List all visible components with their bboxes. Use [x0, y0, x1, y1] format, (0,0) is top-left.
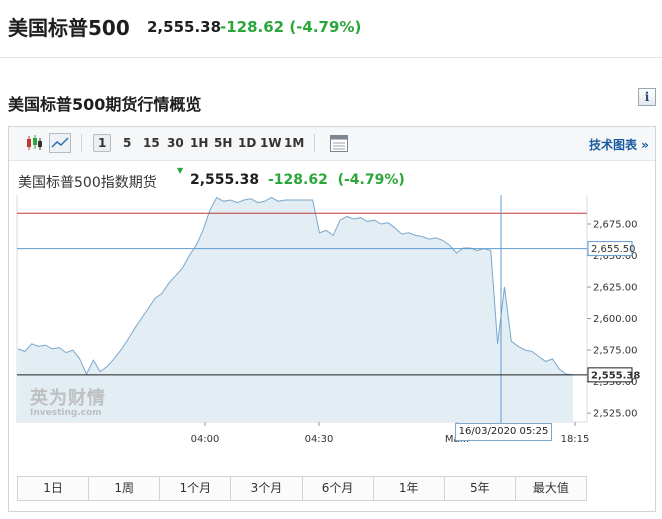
crosshair-time-label: 16/03/2020 05:25 — [455, 423, 552, 441]
range-3m[interactable]: 3个月 — [231, 477, 303, 500]
y-tick-label: 2,625.00 — [593, 283, 638, 294]
candlestick-icon[interactable] — [25, 133, 43, 153]
interval-1d[interactable]: 1D — [238, 136, 257, 150]
interval-5[interactable]: 5 — [123, 136, 132, 150]
investing-logo: 英为财情 Investing.com — [30, 384, 106, 418]
calendar-icon[interactable] — [329, 133, 349, 153]
toolbar-divider — [314, 134, 315, 152]
legend-change: -128.62 (-4.79%) — [268, 172, 405, 188]
info-icon[interactable]: i — [638, 88, 656, 106]
quote-header: 美国标普500 2,555.38 -128.62 (-4.79%) — [0, 0, 662, 58]
line-chart-icon[interactable] — [49, 133, 71, 153]
x-tick-label: 18:15 — [561, 434, 590, 445]
y-tick-label: 2,650.00 — [593, 251, 638, 262]
price-area — [18, 197, 573, 422]
range-1y[interactable]: 1年 — [373, 477, 445, 500]
range-6m[interactable]: 6个月 — [302, 477, 374, 500]
chart-toolbar: 1 5 15 30 1H 5H 1D 1W 1M 技术图表 » — [9, 127, 655, 161]
down-arrow-icon: ▼ — [177, 166, 184, 175]
range-1m[interactable]: 1个月 — [160, 477, 232, 500]
last-price-label: 2,555.38 — [591, 370, 640, 381]
instrument-title: 美国标普500 — [8, 16, 130, 40]
y-tick-label: 2,675.00 — [593, 220, 638, 231]
section-title: 美国标普500期货行情概览 — [8, 95, 202, 114]
price-line — [17, 196, 574, 376]
crosshair-price-label: 2,655.50 — [591, 244, 636, 255]
y-tick-label: 2,600.00 — [593, 314, 638, 325]
logo-text-cn: 英为财情 — [30, 388, 106, 409]
interval-1[interactable]: 1 — [93, 134, 112, 152]
last-price: 2,555.38 — [147, 18, 222, 36]
technical-chart-link[interactable]: 技术图表 » — [589, 138, 649, 152]
range-selector: 1日 1周 1个月 3个月 6个月 1年 5年 最大值 — [17, 476, 587, 501]
interval-1h[interactable]: 1H — [190, 136, 209, 150]
chart-panel: 1 5 15 30 1H 5H 1D 1W 1M 技术图表 » — [8, 126, 656, 512]
price-change: -128.62 (-4.79%) — [220, 18, 362, 36]
interval-30[interactable]: 30 — [167, 136, 184, 150]
y-tick-label: 2,525.00 — [593, 409, 638, 420]
last-price-flag — [587, 367, 633, 383]
interval-5h[interactable]: 5H — [214, 136, 233, 150]
interval-1w[interactable]: 1W — [260, 136, 282, 150]
toolbar-divider — [81, 134, 82, 152]
legend-instrument-name: 美国标普500指数期货 — [18, 175, 157, 191]
interval-15[interactable]: 15 — [143, 136, 160, 150]
y-tick-label: 2,550.00 — [593, 377, 638, 388]
crosshair-price-flag — [587, 241, 633, 257]
legend-price: 2,555.38 — [190, 172, 260, 188]
y-tick-label: 2,575.00 — [593, 346, 638, 357]
range-max[interactable]: 最大值 — [515, 477, 586, 500]
interval-1m[interactable]: 1M — [284, 136, 305, 150]
range-1w[interactable]: 1周 — [89, 477, 161, 500]
range-5y[interactable]: 5年 — [444, 477, 516, 500]
range-1d[interactable]: 1日 — [18, 477, 90, 500]
logo-text-en: Investing.com — [30, 408, 102, 418]
x-tick-label: 04:00 — [191, 434, 220, 445]
x-tick-label: 04:30 — [305, 434, 334, 445]
